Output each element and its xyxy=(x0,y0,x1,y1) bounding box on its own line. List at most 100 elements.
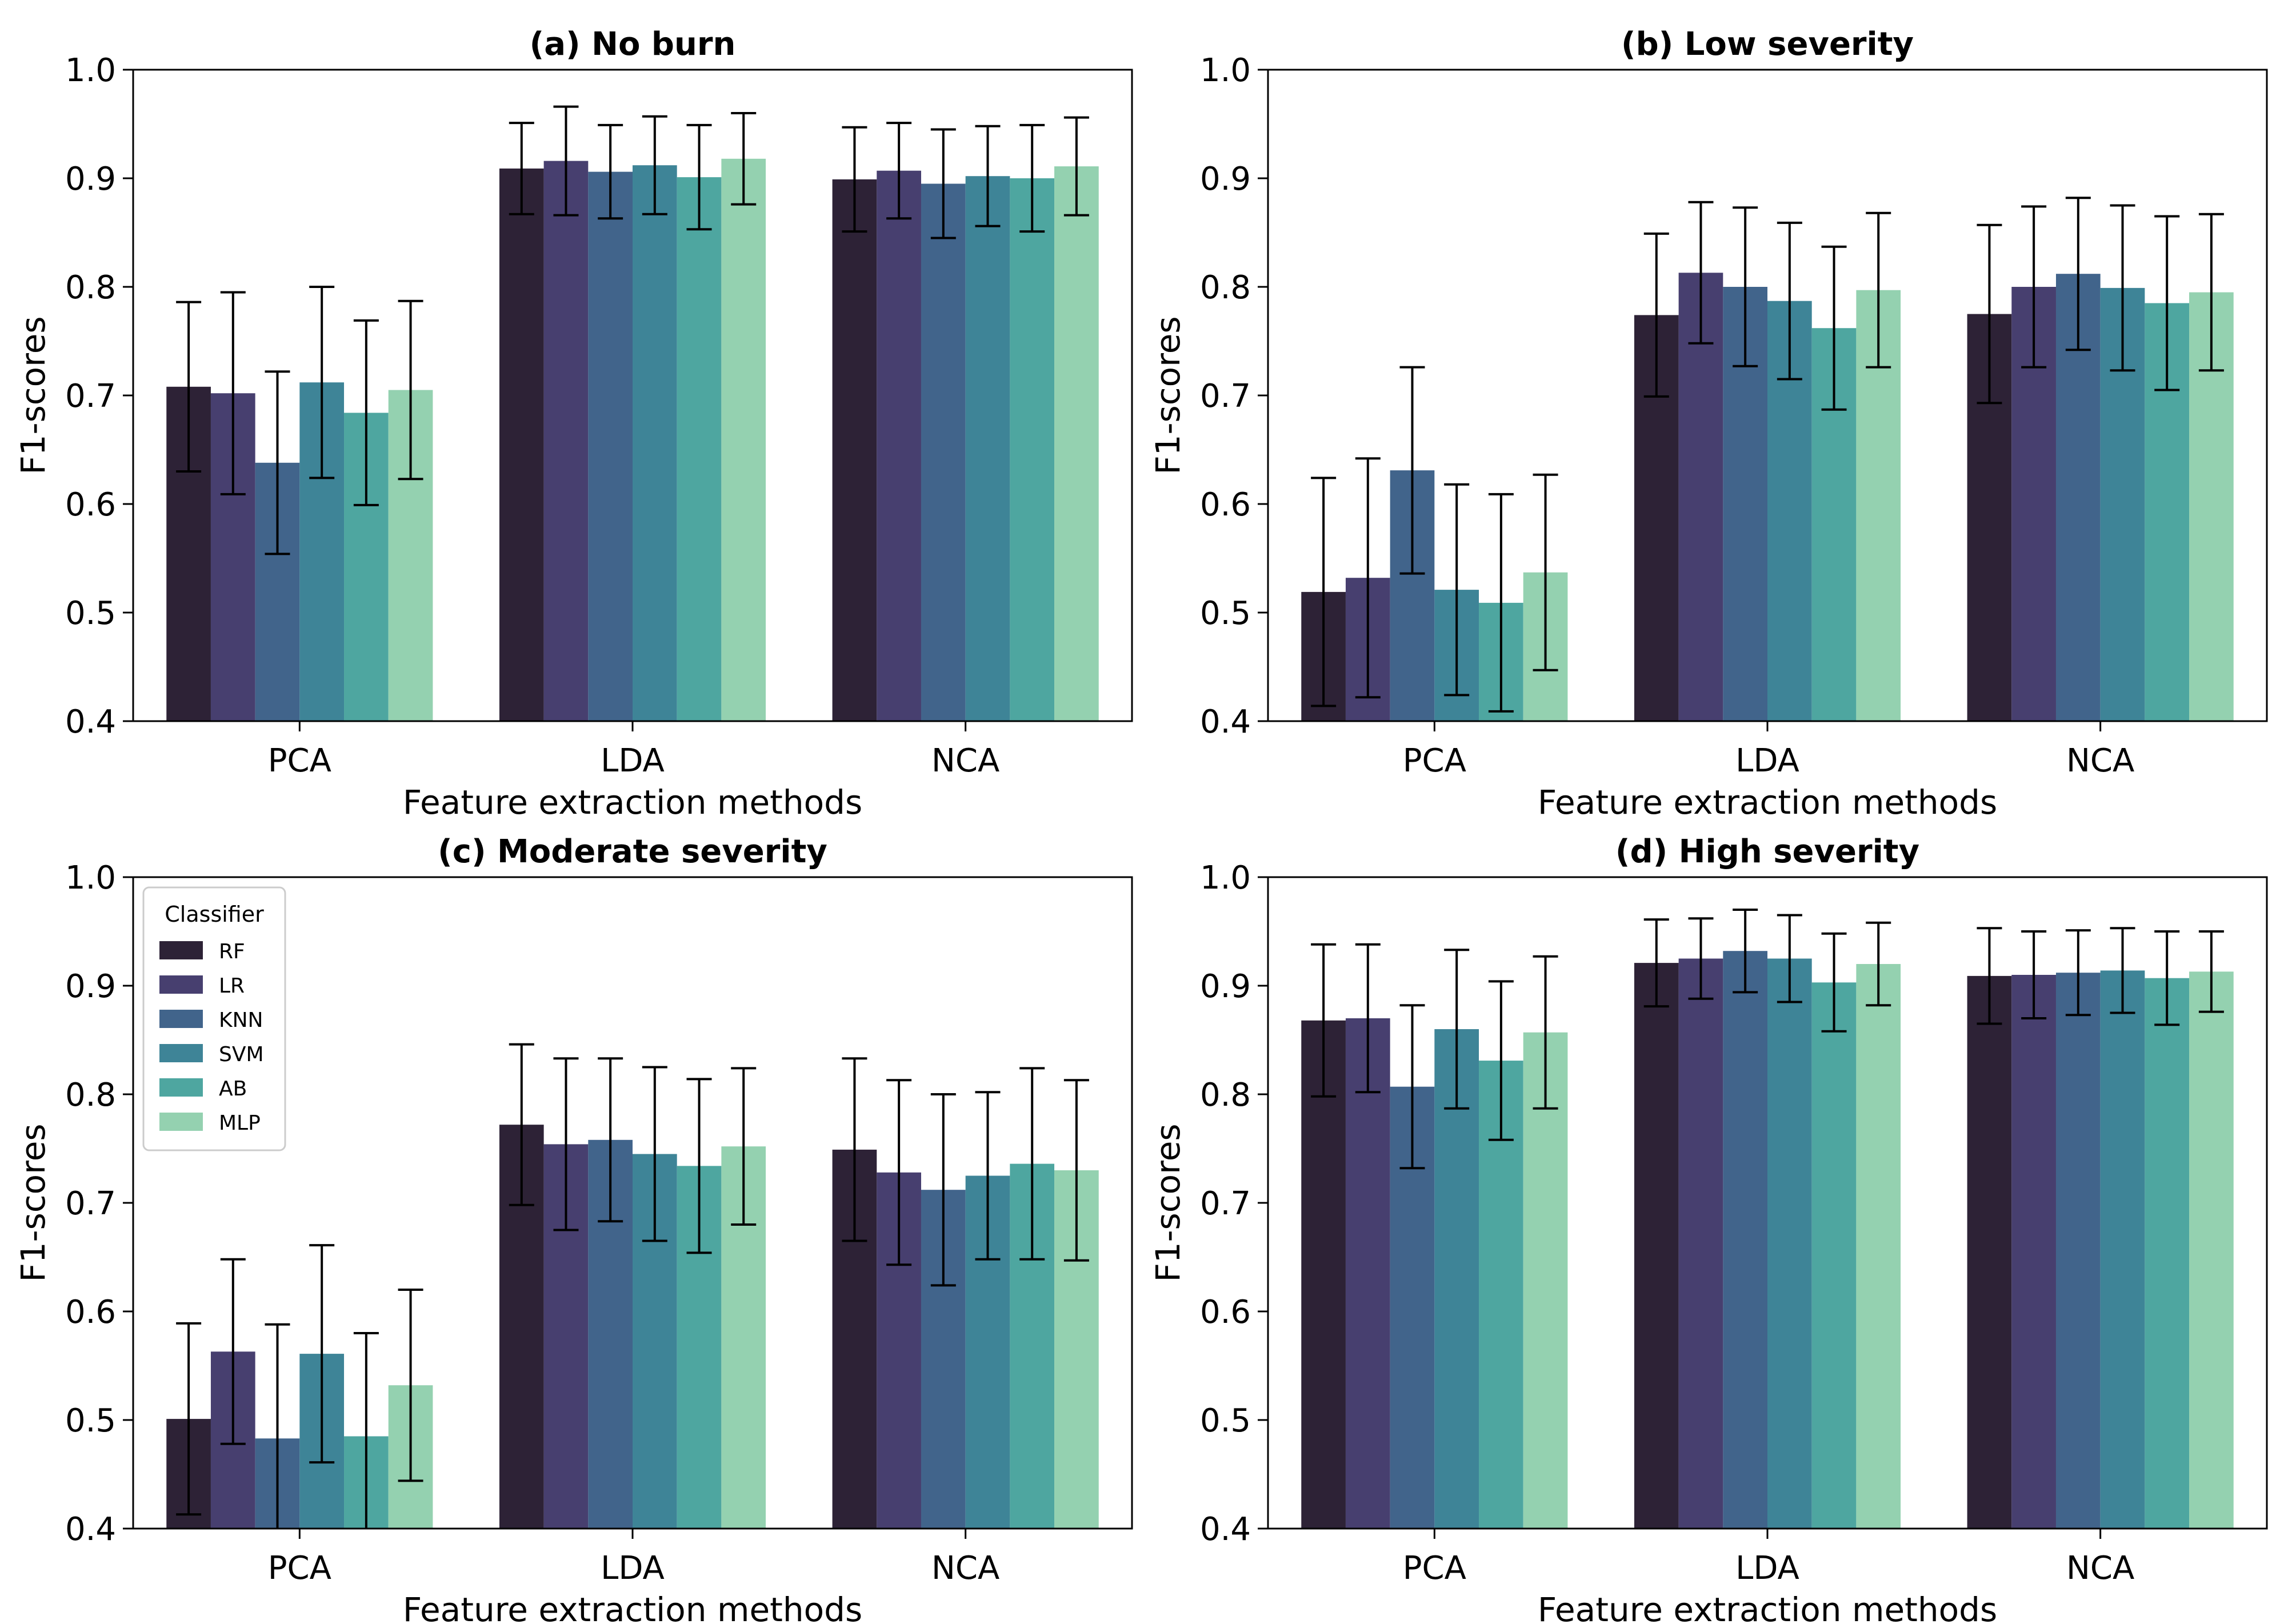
y-axis-label: F1-scores xyxy=(14,316,53,474)
error-bar-ab-nca xyxy=(1019,1067,1045,1261)
error-bar-knn-nca xyxy=(2065,929,2091,1017)
error-bar-rf-lda xyxy=(1643,918,1669,1008)
y-tick-label: 0.5 xyxy=(1200,1402,1251,1439)
error-bar-mlp-pca xyxy=(1533,955,1558,1110)
legend-swatch-mlp xyxy=(159,1113,203,1131)
error-bar-knn-pca xyxy=(1399,366,1425,575)
bar-rf-lda xyxy=(499,168,544,721)
error-bar-mlp-nca xyxy=(1063,1079,1089,1262)
y-tick-label: 0.4 xyxy=(65,1511,116,1548)
x-tick-label: PCA xyxy=(268,1550,331,1587)
x-tick-label: PCA xyxy=(1403,1550,1466,1587)
y-tick-label: 0.8 xyxy=(65,269,116,306)
y-tick-label: 0.7 xyxy=(1200,378,1251,415)
error-bar-knn-pca xyxy=(1399,1004,1425,1170)
error-bar-lr-nca xyxy=(886,1079,912,1266)
panel-c: 0.4 0.5 0.6 0.7 0.8 0.9 1.0 PCA LDA NCA (c) Modera… xyxy=(14,833,1133,1624)
error-bar-knn-lda xyxy=(1733,909,1758,994)
y-tick-label: 0.4 xyxy=(1200,1511,1251,1548)
bar-svm-nca xyxy=(2100,970,2145,1529)
error-bar-svm-nca xyxy=(975,125,1001,227)
x-tick-label: NCA xyxy=(2066,1550,2134,1587)
bar-mlp-lda xyxy=(721,158,766,721)
x-axis-label: Feature extraction methods xyxy=(403,1590,862,1624)
y-tick-label: 1.0 xyxy=(65,859,116,897)
error-bar-lr-pca xyxy=(1355,457,1381,699)
error-bar-mlp-lda xyxy=(1866,921,1891,1007)
x-axis-label: Feature extraction methods xyxy=(1538,783,1997,822)
y-tick-label: 0.7 xyxy=(1200,1185,1251,1222)
error-bar-svm-pca xyxy=(309,1244,335,1464)
legend-label-ab: AB xyxy=(219,1077,247,1101)
bar-lr-nca xyxy=(877,170,921,721)
error-bar-svm-nca xyxy=(2110,927,2135,1014)
error-bar-mlp-nca xyxy=(2198,213,2224,372)
legend-label-svm: SVM xyxy=(219,1043,264,1066)
error-bar-lr-lda xyxy=(1688,917,1714,1000)
error-bar-ab-pca xyxy=(353,319,379,506)
error-bar-ab-lda xyxy=(1821,932,1847,1033)
error-bar-mlp-lda xyxy=(731,1067,757,1226)
error-bar-lr-lda xyxy=(553,1057,579,1231)
error-bar-lr-nca xyxy=(886,122,912,220)
error-bar-lr-nca xyxy=(2021,930,2047,1019)
x-tick-label: NCA xyxy=(931,742,999,779)
x-tick-label: PCA xyxy=(1403,742,1466,779)
bar-rf-nca xyxy=(832,179,877,721)
bar-knn-lda xyxy=(1723,951,1767,1529)
bar-svm-nca xyxy=(965,176,1010,721)
y-tick-label: 1.0 xyxy=(65,52,116,89)
bar-knn-nca xyxy=(921,183,966,721)
bar-lr-lda xyxy=(1678,958,1723,1529)
error-bar-knn-nca xyxy=(930,128,956,239)
error-bar-knn-lda xyxy=(1733,206,1758,367)
error-bar-rf-pca xyxy=(176,301,202,473)
error-bar-knn-nca xyxy=(930,1093,956,1287)
y-tick-label: 0.9 xyxy=(1200,161,1251,198)
legend-swatch-rf xyxy=(159,941,203,959)
error-bar-ab-pca xyxy=(1488,493,1514,713)
bar-knn-lda xyxy=(588,171,633,722)
y-axis-label: F1-scores xyxy=(1149,316,1187,474)
error-bar-knn-pca xyxy=(265,370,290,555)
panel-a: 0.4 0.5 0.6 0.7 0.8 0.9 1.0 PCA LDA NCA (a) No bur… xyxy=(14,26,1133,822)
bars xyxy=(1301,909,2234,1529)
legend-swatch-svm xyxy=(159,1044,203,1062)
x-tick-label: LDA xyxy=(601,742,665,779)
error-bar-rf-nca xyxy=(842,1057,867,1242)
error-bar-mlp-lda xyxy=(1866,211,1891,369)
error-bar-svm-pca xyxy=(1444,483,1470,697)
y-tick-label: 0.4 xyxy=(1200,703,1251,741)
y-tick-label: 0.9 xyxy=(65,161,116,198)
legend-label-lr: LR xyxy=(219,974,245,998)
bar-lr-lda xyxy=(1678,273,1723,721)
x-tick-label: LDA xyxy=(1735,1550,1799,1587)
bars xyxy=(166,1043,1099,1529)
error-bar-ab-lda xyxy=(1821,245,1847,411)
bar-mlp-lda xyxy=(1856,964,1901,1529)
bar-ab-nca xyxy=(1010,178,1055,721)
y-tick-label: 0.7 xyxy=(65,1185,116,1222)
y-axis-label: F1-scores xyxy=(14,1123,53,1282)
bar-svm-pca xyxy=(1434,1029,1479,1529)
error-bar-lr-pca xyxy=(220,291,246,495)
legend-swatch-knn xyxy=(159,1010,203,1028)
bar-svm-lda xyxy=(633,165,677,721)
bar-rf-pca xyxy=(1301,1020,1346,1529)
error-bar-mlp-nca xyxy=(1063,116,1089,217)
error-bar-rf-lda xyxy=(509,122,534,215)
bar-mlp-pca xyxy=(1523,1032,1568,1529)
panel-title: (b) Low severity xyxy=(1621,26,1914,63)
y-tick-label: 0.5 xyxy=(65,1402,116,1439)
panel-title: (d) High severity xyxy=(1615,833,1919,870)
error-bar-mlp-pca xyxy=(1533,473,1558,671)
y-axis-label: F1-scores xyxy=(1149,1123,1187,1282)
error-bar-svm-pca xyxy=(309,286,335,479)
error-bar-knn-pca xyxy=(265,1323,290,1529)
x-tick-label: NCA xyxy=(2066,742,2134,779)
x-axis-label: Feature extraction methods xyxy=(403,783,862,822)
bar-lr-nca xyxy=(2011,975,2056,1529)
y-tick-label: 0.6 xyxy=(1200,1294,1251,1331)
error-bar-rf-nca xyxy=(1977,927,2002,1025)
